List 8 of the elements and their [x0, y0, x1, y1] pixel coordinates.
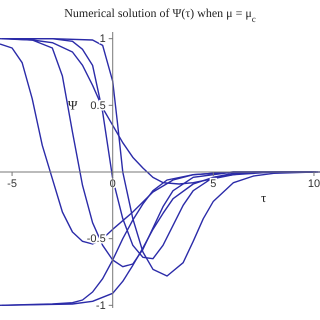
x-tick-label: 10 [308, 178, 320, 190]
x-axis-title: τ [261, 190, 266, 205]
y-axis-title: Ψ [68, 97, 78, 112]
x-tick-label: 5 [210, 178, 216, 190]
y-tick-label: -1 [96, 300, 106, 312]
chart-title: Numerical solution of Ψ(τ) when μ = μ$_{c}$ [64, 6, 256, 24]
y-tick-label: 1 [100, 33, 106, 46]
x-tick-label: -5 [7, 178, 17, 190]
